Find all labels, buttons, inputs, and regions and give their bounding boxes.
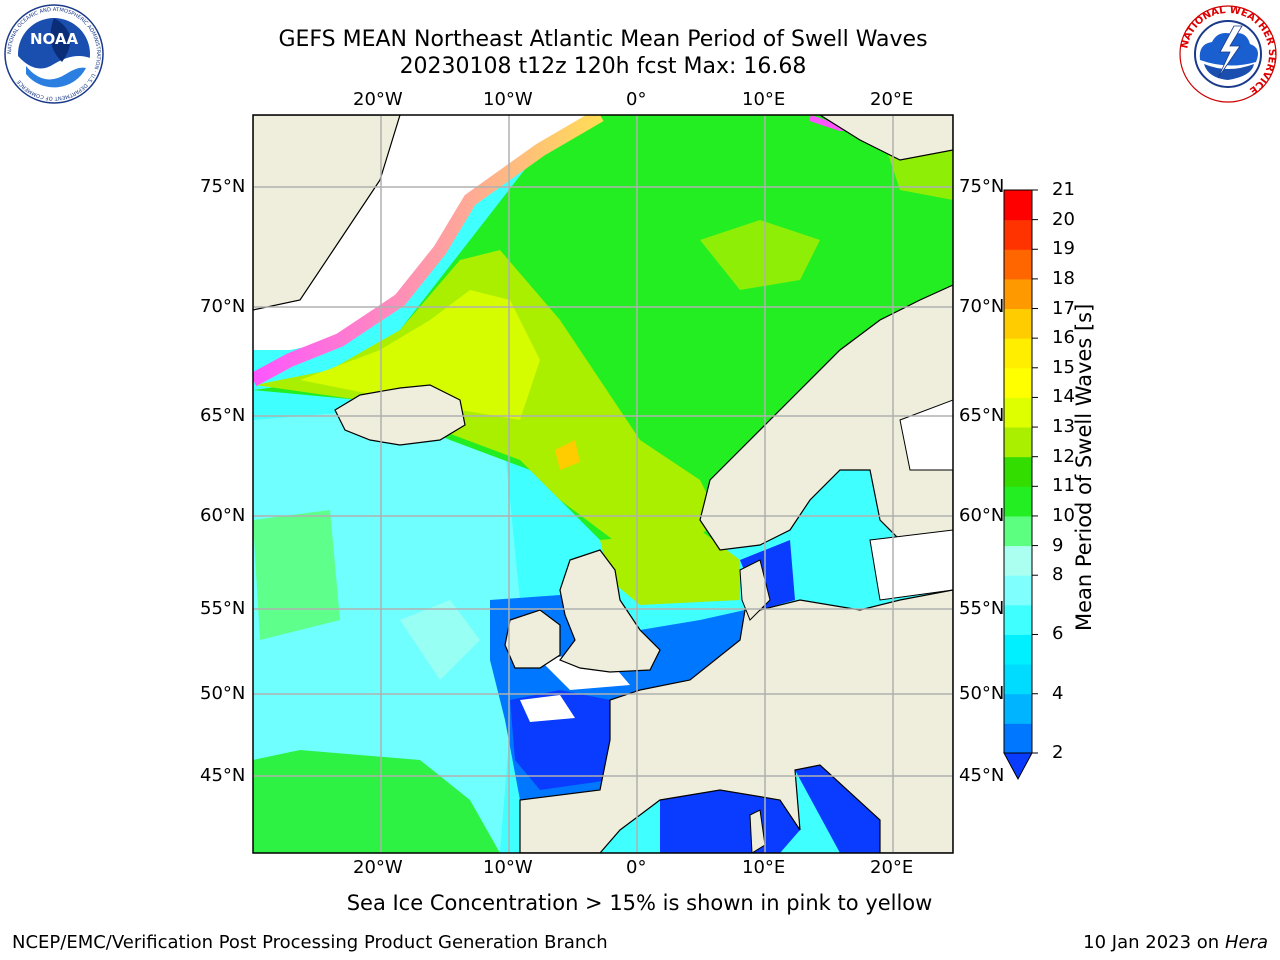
lon-label-top-10e: 10°E bbox=[742, 89, 786, 110]
lat-label-left-60n: 60°N bbox=[200, 505, 246, 526]
colorbar-band bbox=[1004, 664, 1032, 695]
colorbar-band bbox=[1004, 219, 1032, 250]
colorbar-tick-label: 19 bbox=[1052, 238, 1075, 260]
noaa-logo: NOAA NATIONAL OCEANIC AND ATMOSPHERIC AD… bbox=[4, 4, 104, 104]
colorbar-tick-label: 2 bbox=[1052, 742, 1064, 763]
footer-host: Hera bbox=[1224, 932, 1268, 953]
colorbar-band bbox=[1004, 278, 1032, 310]
baltic-sea bbox=[869, 529, 953, 601]
colorbar-band bbox=[1004, 604, 1032, 635]
nws-logo: NATIONAL WEATHER SERVICE bbox=[1178, 4, 1278, 104]
biscay-missing-data bbox=[520, 695, 575, 722]
great-britain-land bbox=[559, 549, 661, 673]
lat-label-right-75n: 75°N bbox=[959, 176, 1005, 197]
lon-label-bottom-0: 0° bbox=[626, 857, 647, 878]
map-title-line2: 20230108 t12z 120h fcst Max: 16.68 bbox=[399, 54, 807, 79]
footer-date: 10 Jan 2023 on Hera bbox=[1083, 932, 1268, 953]
lon-label-top-0: 0° bbox=[626, 89, 647, 110]
lat-label-right-55n: 55°N bbox=[959, 598, 1005, 619]
colorbar-tick-label: 20 bbox=[1052, 208, 1075, 230]
colorbar-tick-label: 12 bbox=[1052, 445, 1075, 467]
adriatic-blue bbox=[795, 765, 880, 853]
graticule bbox=[253, 115, 953, 853]
gulf-of-bothnia bbox=[899, 399, 953, 471]
barents-yellow-patch bbox=[700, 220, 820, 290]
colorbar-tick-label: 9 bbox=[1052, 534, 1064, 556]
colorbar-band bbox=[1004, 338, 1032, 369]
colorbar-band bbox=[1004, 575, 1032, 606]
orange-max-patch bbox=[555, 440, 580, 470]
lon-label-bottom-20w: 20°W bbox=[353, 857, 403, 878]
lat-label-left-45n: 45°N bbox=[200, 765, 246, 786]
colorbar-band bbox=[1004, 723, 1032, 754]
colorbar-band bbox=[1004, 427, 1032, 458]
colorbar-tick-label: 6 bbox=[1052, 623, 1064, 645]
colorbar-extension-triangle bbox=[1003, 752, 1033, 781]
colorbar-tick-label: 10 bbox=[1052, 504, 1075, 526]
colorbar-band bbox=[1004, 545, 1032, 576]
lat-label-left-75n: 75°N bbox=[200, 176, 246, 197]
colorbar-band bbox=[1004, 515, 1032, 547]
lat-label-left-70n: 70°N bbox=[200, 296, 246, 317]
atlantic-green-patch-west bbox=[253, 510, 340, 640]
footer-date-text: 10 Jan 2023 on bbox=[1083, 932, 1225, 953]
lat-label-left-50n: 50°N bbox=[200, 683, 246, 704]
lat-label-right-50n: 50°N bbox=[959, 683, 1005, 704]
colorbar-tick-label: 11 bbox=[1052, 475, 1075, 497]
lat-label-right-70n: 70°N bbox=[959, 296, 1005, 317]
greenland-land bbox=[253, 115, 401, 311]
colorbar-band bbox=[1004, 634, 1032, 665]
lat-label-left-55n: 55°N bbox=[200, 598, 246, 619]
colorbar-band bbox=[1004, 486, 1032, 517]
lat-label-left-65n: 65°N bbox=[200, 405, 246, 426]
colorbar-tick-label: 4 bbox=[1052, 682, 1064, 704]
svalbard-land bbox=[818, 115, 953, 161]
map-frame bbox=[252, 114, 954, 854]
footer-branch: NCEP/EMC/Verification Post Processing Pr… bbox=[12, 932, 608, 953]
denmark-land bbox=[739, 559, 771, 621]
colorbar-tick-label: 13 bbox=[1052, 416, 1075, 438]
colorbar-ticks bbox=[1032, 189, 1038, 754]
colorbar-band bbox=[1004, 308, 1032, 339]
north-sea-field bbox=[600, 530, 740, 605]
noaa-logo-text: NOAA bbox=[30, 30, 79, 48]
colorbar-band bbox=[1004, 367, 1032, 398]
sea-ice-caption: Sea Ice Concentration > 15% is shown in … bbox=[346, 891, 933, 915]
colorbar-tick-label: 16 bbox=[1052, 327, 1075, 349]
sea-ice-edge bbox=[253, 115, 604, 387]
colorbar-band bbox=[1004, 693, 1032, 724]
lon-label-top-20w: 20°W bbox=[353, 89, 403, 110]
colorbar-band bbox=[1004, 249, 1032, 280]
colorbar-tick-label: 15 bbox=[1052, 356, 1075, 378]
colorbar-label: Mean Period of Swell Waves [s] bbox=[1072, 303, 1096, 631]
ireland-land bbox=[504, 609, 561, 669]
atlantic-light-patch bbox=[400, 600, 480, 680]
yellow-band bbox=[300, 290, 540, 420]
colorbar-band bbox=[1004, 397, 1032, 428]
colorbar-tick-label: 8 bbox=[1052, 564, 1064, 586]
colorbar-bands bbox=[1003, 189, 1033, 781]
colorbar-band bbox=[1004, 190, 1032, 221]
colorbar-frame bbox=[1003, 189, 1033, 754]
lat-label-right-60n: 60°N bbox=[959, 505, 1005, 526]
lon-label-bottom-10w: 10°W bbox=[483, 857, 533, 878]
lon-label-bottom-20e: 20°E bbox=[870, 857, 914, 878]
lon-label-top-10w: 10°W bbox=[483, 89, 533, 110]
colorbar-tick-label: 14 bbox=[1052, 386, 1075, 408]
lon-label-bottom-10e: 10°E bbox=[742, 857, 786, 878]
lat-label-right-65n: 65°N bbox=[959, 405, 1005, 426]
lat-label-right-45n: 45°N bbox=[959, 765, 1005, 786]
colorbar-band bbox=[1004, 456, 1032, 487]
iceland-land bbox=[334, 384, 466, 446]
map-title-line1: GEFS MEAN Northeast Atlantic Mean Period… bbox=[278, 27, 928, 52]
colorbar-tick-label: 17 bbox=[1052, 297, 1075, 319]
colorbar-tick-label: 18 bbox=[1052, 267, 1075, 289]
colorbar-tick-label: 21 bbox=[1052, 179, 1075, 200]
lon-label-top-20e: 20°E bbox=[870, 89, 914, 110]
